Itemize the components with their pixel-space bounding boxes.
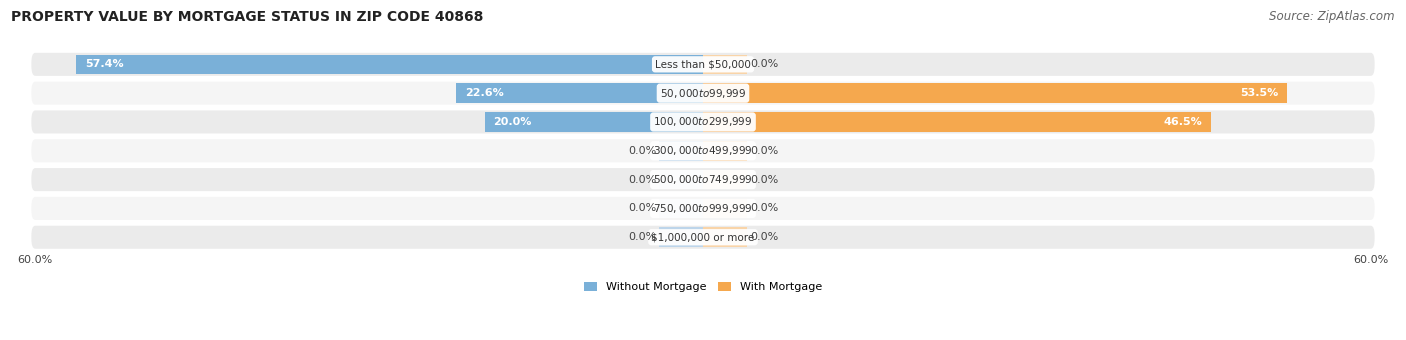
Text: 22.6%: 22.6%: [465, 88, 503, 98]
Text: $100,000 to $299,999: $100,000 to $299,999: [654, 116, 752, 129]
Text: 0.0%: 0.0%: [749, 232, 778, 242]
Text: 60.0%: 60.0%: [1354, 255, 1389, 265]
FancyBboxPatch shape: [31, 168, 1375, 191]
Text: $500,000 to $749,999: $500,000 to $749,999: [654, 173, 752, 186]
FancyBboxPatch shape: [31, 110, 1375, 134]
Text: Less than $50,000: Less than $50,000: [655, 59, 751, 69]
Text: 0.0%: 0.0%: [628, 146, 657, 156]
Bar: [703, 141, 747, 160]
Text: Source: ZipAtlas.com: Source: ZipAtlas.com: [1270, 10, 1395, 23]
Text: 0.0%: 0.0%: [628, 203, 657, 214]
Bar: [703, 170, 747, 189]
FancyBboxPatch shape: [31, 226, 1375, 249]
Bar: [703, 112, 1211, 132]
FancyBboxPatch shape: [31, 139, 1375, 162]
Bar: [485, 112, 703, 132]
Text: 0.0%: 0.0%: [749, 175, 778, 185]
Bar: [659, 141, 703, 160]
Text: 0.0%: 0.0%: [749, 146, 778, 156]
Text: $1,000,000 or more: $1,000,000 or more: [651, 232, 755, 242]
Bar: [76, 54, 703, 74]
FancyBboxPatch shape: [31, 82, 1375, 105]
Text: 0.0%: 0.0%: [749, 59, 778, 69]
Bar: [703, 83, 1288, 103]
Text: PROPERTY VALUE BY MORTGAGE STATUS IN ZIP CODE 40868: PROPERTY VALUE BY MORTGAGE STATUS IN ZIP…: [11, 10, 484, 24]
FancyBboxPatch shape: [31, 197, 1375, 220]
Bar: [659, 227, 703, 247]
Bar: [659, 170, 703, 189]
Bar: [659, 199, 703, 218]
Text: 20.0%: 20.0%: [494, 117, 531, 127]
Text: 0.0%: 0.0%: [628, 232, 657, 242]
Text: 0.0%: 0.0%: [628, 175, 657, 185]
Text: $300,000 to $499,999: $300,000 to $499,999: [654, 144, 752, 157]
Bar: [703, 199, 747, 218]
Text: 53.5%: 53.5%: [1240, 88, 1278, 98]
Bar: [456, 83, 703, 103]
Text: 60.0%: 60.0%: [17, 255, 52, 265]
Text: $750,000 to $999,999: $750,000 to $999,999: [654, 202, 752, 215]
Text: $50,000 to $99,999: $50,000 to $99,999: [659, 87, 747, 100]
Bar: [703, 227, 747, 247]
Bar: [703, 54, 747, 74]
Text: 46.5%: 46.5%: [1163, 117, 1202, 127]
Legend: Without Mortgage, With Mortgage: Without Mortgage, With Mortgage: [579, 277, 827, 297]
Text: 57.4%: 57.4%: [84, 59, 124, 69]
Text: 0.0%: 0.0%: [749, 203, 778, 214]
FancyBboxPatch shape: [31, 53, 1375, 76]
